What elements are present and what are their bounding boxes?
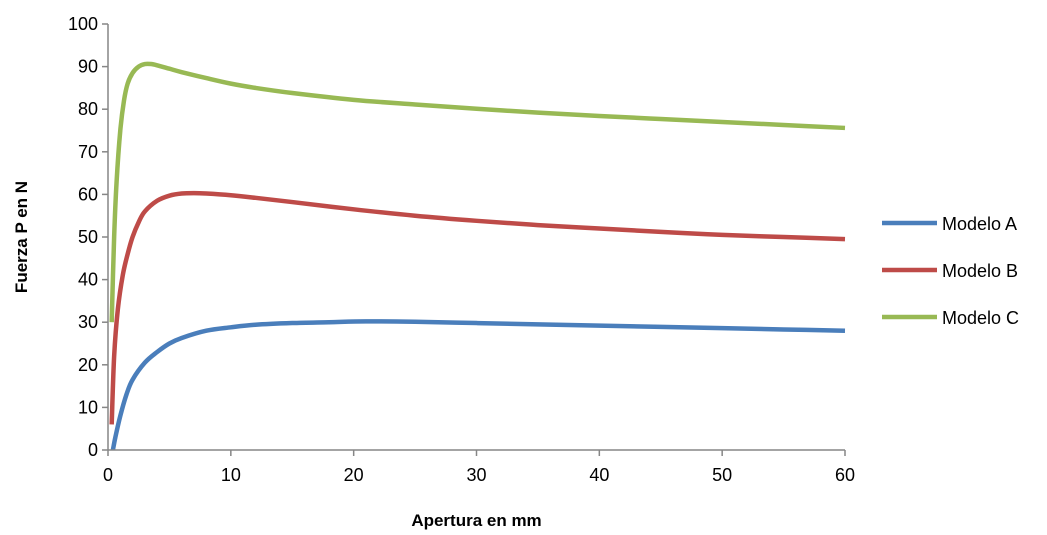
y-ticks: 0 10 20 30 40 50 60 70 80 90 100 bbox=[68, 14, 108, 460]
legend-item-modelo-b: Modelo B bbox=[882, 261, 1018, 281]
legend-label: Modelo C bbox=[942, 308, 1019, 328]
x-tick-label: 50 bbox=[712, 465, 732, 485]
y-tick-label: 0 bbox=[88, 440, 98, 460]
x-tick-label: 0 bbox=[103, 465, 113, 485]
x-tick-label: 20 bbox=[344, 465, 364, 485]
y-tick-label: 80 bbox=[78, 99, 98, 119]
x-tick-label: 60 bbox=[835, 465, 855, 485]
legend-label: Modelo A bbox=[942, 214, 1017, 234]
legend-label: Modelo B bbox=[942, 261, 1018, 281]
legend: Modelo A Modelo B Modelo C bbox=[882, 214, 1019, 328]
y-tick-label: 70 bbox=[78, 142, 98, 162]
series-layer bbox=[109, 61, 846, 451]
x-tick-label: 30 bbox=[466, 465, 486, 485]
axes-layer: 0 10 20 30 40 50 60 70 80 90 100 0 10 20 30 40 50 60 bbox=[68, 14, 855, 485]
x-tick-label: 10 bbox=[221, 465, 241, 485]
series-line-modelo-a bbox=[110, 319, 846, 451]
y-axis-title: Fuerza P en N bbox=[12, 181, 31, 293]
y-tick-label: 50 bbox=[78, 227, 98, 247]
x-tick-label: 40 bbox=[589, 465, 609, 485]
series-line-modelo-c bbox=[109, 61, 846, 323]
y-tick-label: 20 bbox=[78, 355, 98, 375]
x-ticks: 0 10 20 30 40 50 60 bbox=[103, 450, 855, 485]
y-tick-label: 90 bbox=[78, 57, 98, 77]
y-tick-label: 40 bbox=[78, 270, 98, 290]
legend-item-modelo-c: Modelo C bbox=[882, 308, 1019, 328]
y-tick-label: 10 bbox=[78, 397, 98, 417]
y-tick-label: 100 bbox=[68, 14, 98, 34]
legend-item-modelo-a: Modelo A bbox=[882, 214, 1017, 234]
y-tick-label: 60 bbox=[78, 184, 98, 204]
series-line-modelo-b bbox=[109, 190, 846, 425]
y-tick-label: 30 bbox=[78, 312, 98, 332]
x-axis-title: Apertura en mm bbox=[411, 511, 541, 530]
